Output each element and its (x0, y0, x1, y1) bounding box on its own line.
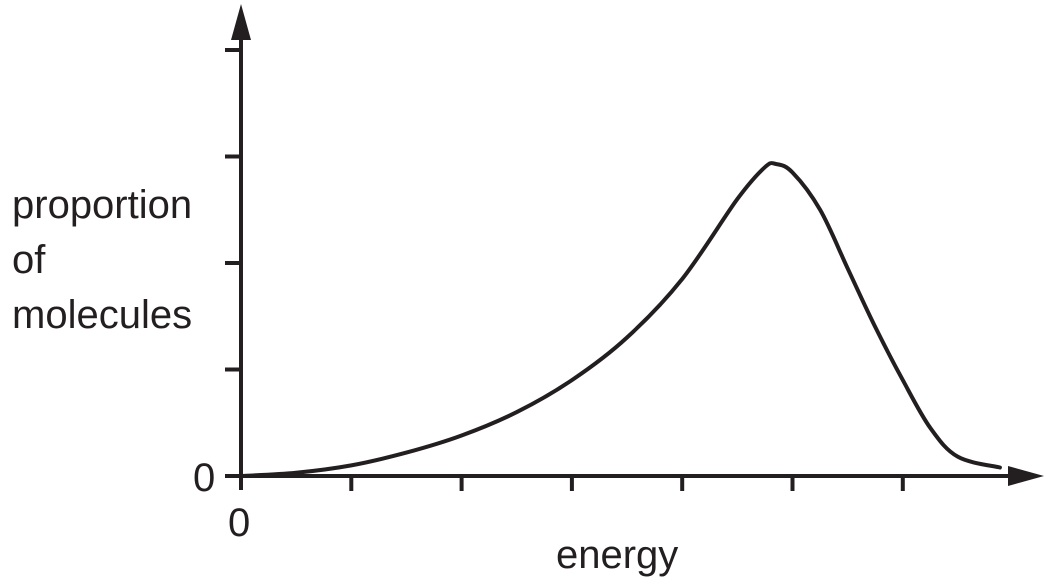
tick-marks (225, 48, 905, 491)
y-origin-tick-label: 0 (193, 456, 216, 500)
x-axis-label: energy (556, 533, 679, 577)
x-origin-tick-label: 0 (228, 501, 251, 545)
y-axis-label-line-3: molecules (12, 293, 193, 337)
x-axis-arrow (1008, 466, 1044, 486)
series-line (239, 161, 1002, 478)
y-axis-label-line-1: proportion (12, 183, 193, 227)
y-axis-label: proportion of molecules (12, 178, 192, 343)
y-axis-label-line-2: of (12, 238, 46, 282)
y-axis-arrow (231, 4, 251, 40)
